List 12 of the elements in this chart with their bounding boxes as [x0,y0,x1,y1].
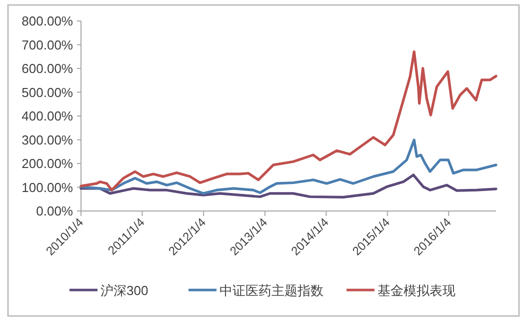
legend-label: 基金模拟表现 [378,283,456,298]
y-tick-label: 600.00% [22,61,74,76]
y-tick-label: 0.00% [36,204,74,218]
y-tick-label: 200.00% [22,156,74,171]
y-tick-label: 100.00% [22,180,74,195]
legend-label: 中证医药主题指数 [220,283,324,298]
y-tick-label: 800.00% [22,14,74,28]
y-tick-label: 400.00% [22,108,74,124]
y-tick-label: 700.00% [22,37,74,52]
y-tick-label: 300.00% [22,132,74,148]
y-tick-label: 500.00% [22,84,74,100]
legend-label: 沪深300 [100,283,148,298]
